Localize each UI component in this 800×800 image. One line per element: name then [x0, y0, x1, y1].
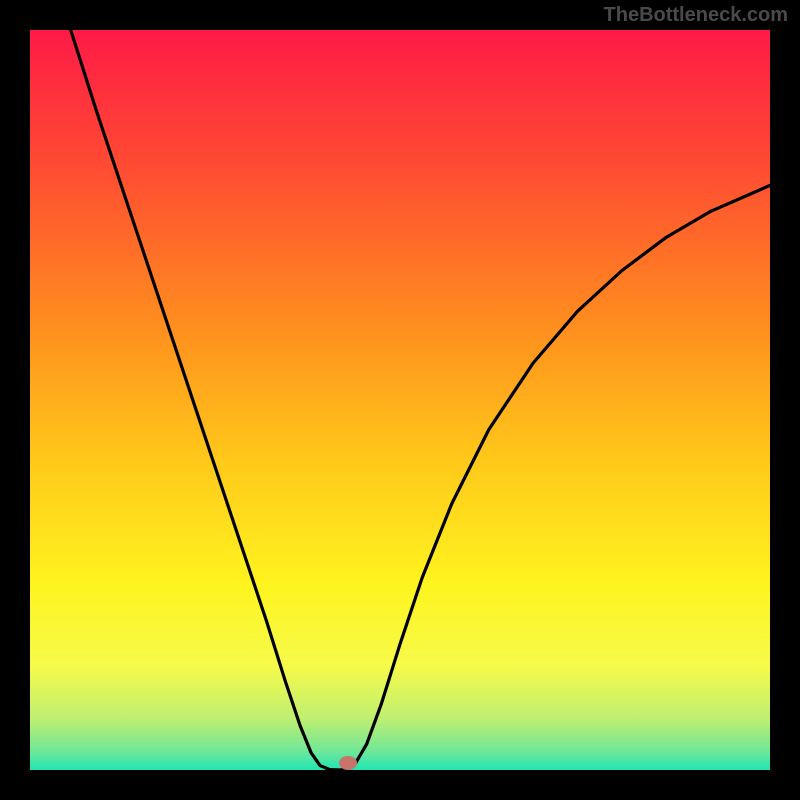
chart-svg	[30, 30, 770, 770]
bottleneck-curve	[71, 30, 770, 770]
optimum-marker	[339, 756, 357, 770]
plot-area	[30, 30, 770, 770]
watermark-text: TheBottleneck.com	[604, 4, 788, 27]
